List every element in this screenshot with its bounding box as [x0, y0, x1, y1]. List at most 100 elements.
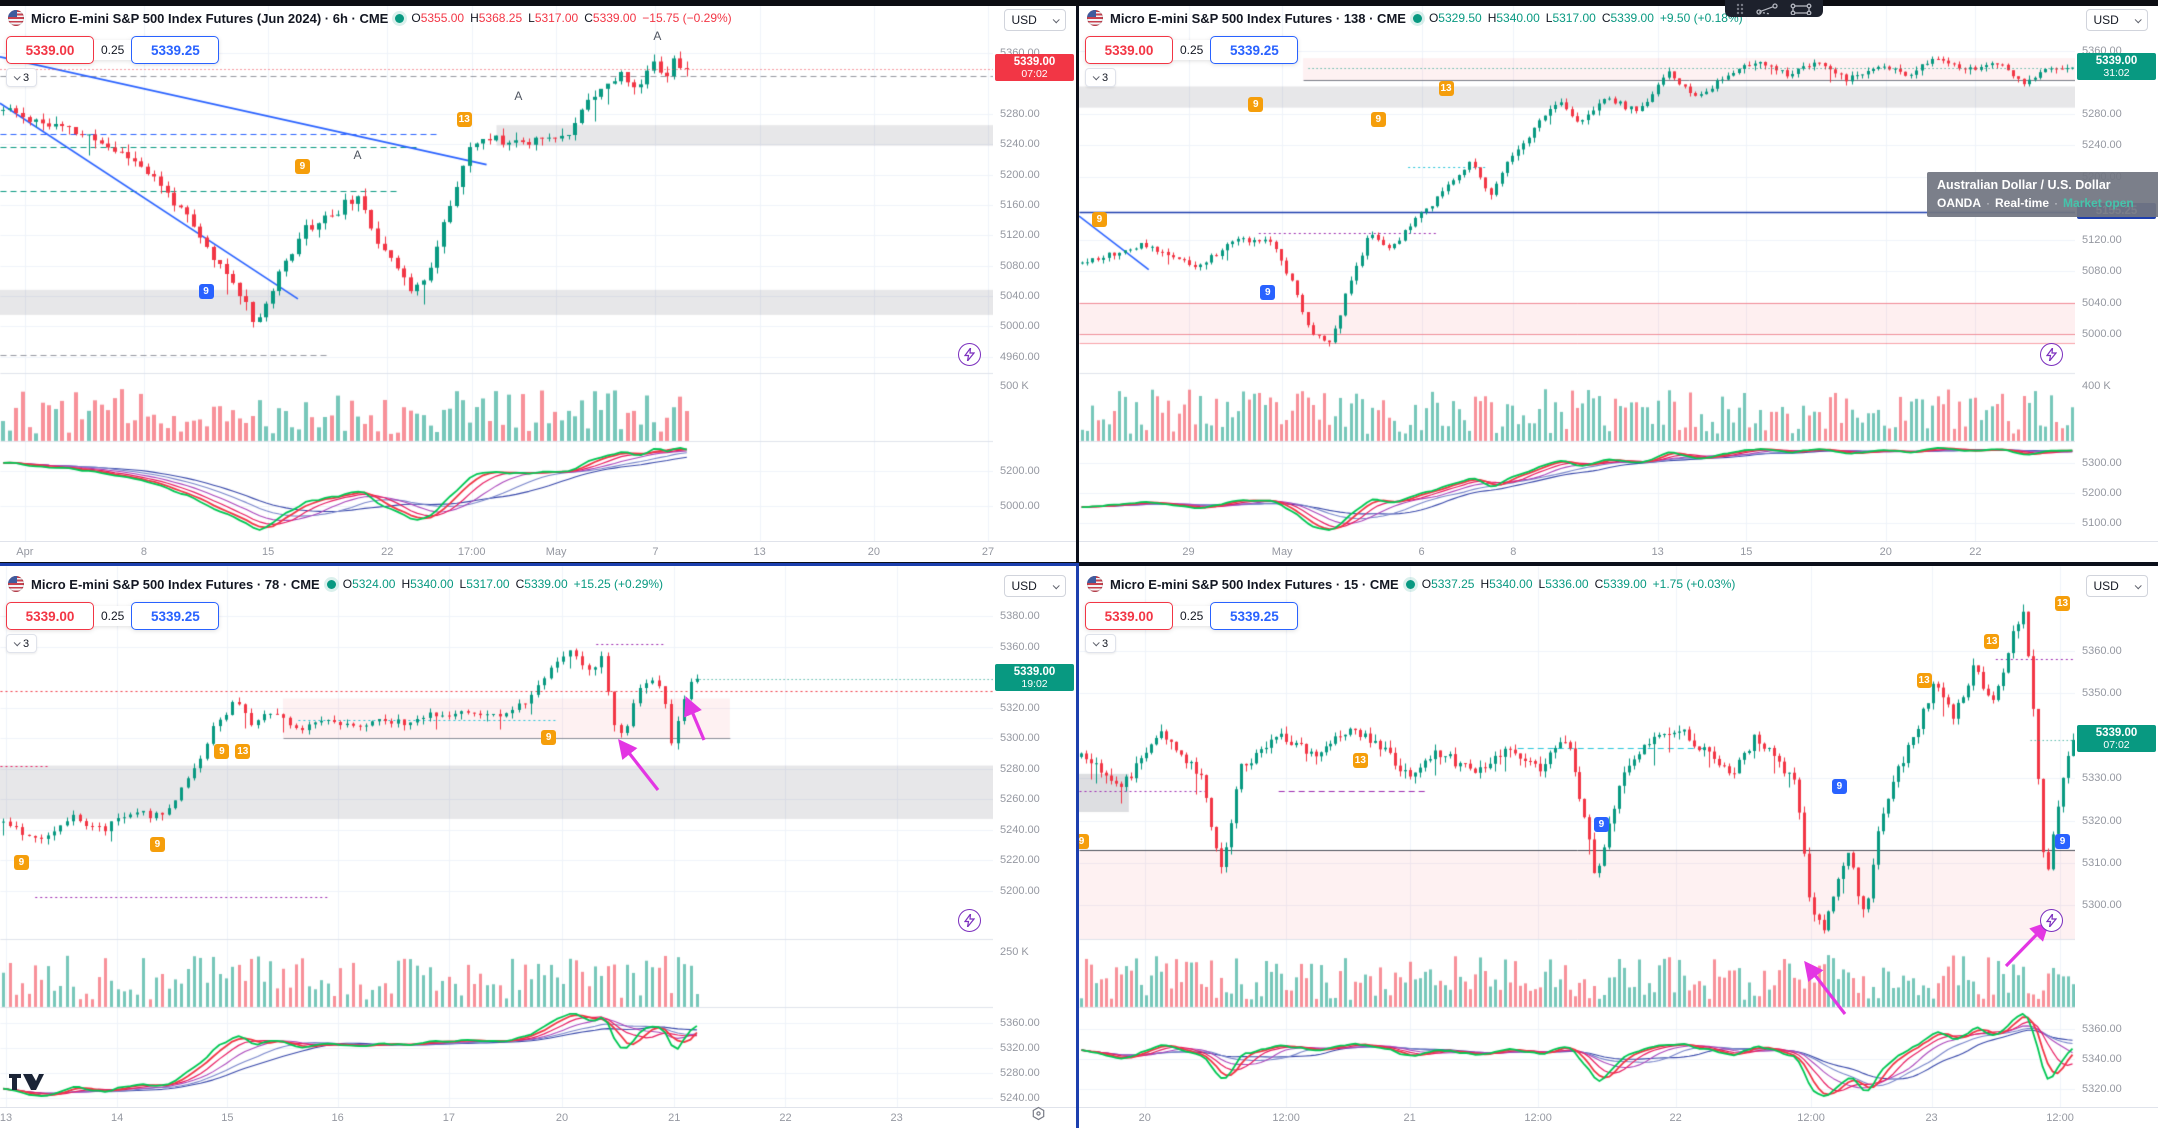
time-axis-label: 20	[1138, 1112, 1151, 1124]
ohlc-values: O5337.25 H5340.00 L5336.00 C5339.00 +1.75 (+…	[1422, 577, 1736, 591]
price-axis-label: 5200.00	[1000, 168, 1040, 181]
sell-button[interactable]: 5339.00	[1085, 36, 1173, 64]
symbol-title[interactable]: Micro E-mini S&P 500 Index Futures · 138…	[1110, 10, 1406, 26]
chevron-down-icon	[1052, 15, 1060, 23]
indicators-collapsed-chip[interactable]: 3	[6, 634, 38, 653]
chart-panel-6h[interactable]: Micro E-mini S&P 500 Index Futures (Jun …	[0, 0, 1076, 562]
sell-button[interactable]: 5339.00	[1085, 602, 1173, 630]
time-axis-label: 12:00	[1524, 1112, 1552, 1124]
candlestick-chart[interactable]	[0, 0, 993, 541]
symbol-title[interactable]: Micro E-mini S&P 500 Index Futures · 15 …	[1110, 576, 1399, 592]
ohlc-values: O5355.00 H5368.25 L5317.00 C5339.00 −15.75 (…	[411, 11, 731, 25]
chevron-down-icon	[13, 639, 21, 647]
indicators-collapsed-chip[interactable]: 3	[6, 68, 38, 87]
time-axis-label: 12:00	[2046, 1112, 2074, 1124]
price-axis-label: 5380.00	[1000, 610, 1040, 623]
indicator-axis-label: 5280.00	[1000, 1067, 1040, 1079]
volume-axis-label: 400 K	[2082, 380, 2111, 393]
chart-panel-15m[interactable]: Micro E-mini S&P 500 Index Futures · 15 …	[1079, 566, 2158, 1128]
time-axis[interactable]: 29 May 6 8 13 15 20 22	[1079, 541, 2158, 562]
currency-dropdown[interactable]: USD	[2085, 575, 2148, 597]
time-axis-label: 8	[140, 546, 148, 558]
buy-button[interactable]: 5339.25	[1210, 36, 1299, 64]
time-axis[interactable]: Apr 8 15 22 17:00 May 7 13 20 27	[0, 541, 1076, 562]
price-axis-label: 5240.00	[2082, 139, 2122, 152]
price-axis[interactable]: USD 5360.00 5350.00 5330.00 5320.00 5310.00 5…	[2075, 566, 2158, 1107]
price-axis-label: 5000.00	[1000, 320, 1040, 333]
market-status-dot	[1405, 579, 1415, 589]
symbol-title[interactable]: Micro E-mini S&P 500 Index Futures · 78 …	[31, 576, 320, 592]
indicator-axis-label: 5200.00	[1000, 465, 1040, 477]
buy-button[interactable]: 5339.25	[1210, 602, 1299, 630]
sell-button[interactable]: 5339.00	[6, 602, 94, 630]
candlestick-chart[interactable]	[0, 566, 993, 1107]
time-axis[interactable]: 20 12:00 21 12:00 22 12:00 23 12:00	[1079, 1107, 2158, 1128]
time-axis-label: 22	[1969, 546, 1982, 558]
price-axis-label: 5000.00	[2082, 327, 2122, 340]
last-price-label: 5339.00 07:02	[995, 54, 1074, 82]
quick-order-bolt-icon[interactable]	[2040, 343, 2063, 366]
change-value: +9.50 (+0.18%)	[1659, 11, 1743, 25]
candlestick-chart[interactable]	[1079, 566, 2075, 1107]
chart-panel-78m[interactable]: Micro E-mini S&P 500 Index Futures · 78 …	[0, 563, 1079, 1128]
chevron-down-icon	[1092, 73, 1100, 81]
time-axis-label: 20	[867, 546, 880, 558]
ohlc-item: L5317.00	[528, 11, 579, 25]
symbol-title[interactable]: Micro E-mini S&P 500 Index Futures (Jun …	[31, 10, 389, 26]
order-panel: 5339.00 0.25 5339.25	[1085, 602, 1299, 630]
time-axis-label: May	[1271, 546, 1293, 558]
gear-icon[interactable]	[1031, 1106, 1046, 1126]
indicators-collapsed-chip[interactable]: 3	[1085, 634, 1117, 653]
time-axis-label: 21	[668, 1112, 681, 1124]
time-axis-label: Apr	[16, 546, 34, 558]
currency-dropdown[interactable]: USD	[2085, 9, 2148, 31]
drawing-toolbar[interactable]	[1725, 0, 1823, 17]
time-axis-label: 14	[111, 1112, 124, 1124]
time-axis-label: May	[545, 546, 567, 558]
currency-dropdown[interactable]: USD	[1003, 9, 1066, 31]
chevron-down-icon	[1092, 639, 1100, 647]
symbol-tooltip: Australian Dollar / U.S. Dollar OANDA · Re…	[1927, 172, 2158, 217]
indicator-axis-label: 5100.00	[2082, 517, 2122, 529]
candlestick-chart[interactable]	[1079, 0, 2075, 541]
indicators-collapsed-chip[interactable]: 3	[1085, 68, 1117, 87]
quick-order-bolt-icon[interactable]	[958, 343, 981, 366]
tradingview-logo[interactable]	[8, 1070, 44, 1096]
last-price-label: 5339.00 19:02	[995, 663, 1074, 691]
price-axis[interactable]: USD 5380.00 5360.00 5320.00 5300.00 5280.00 5…	[993, 566, 1076, 1107]
change-value: −15.75 (−0.29%)	[642, 11, 732, 25]
volume-axis-label: 500 K	[1000, 380, 1029, 393]
time-axis-label: 13	[753, 546, 766, 558]
time-axis-label: 8	[1510, 546, 1517, 558]
price-axis-label: 5160.00	[1000, 198, 1040, 211]
indicator-axis-label: 5200.00	[2082, 487, 2122, 499]
price-axis-label: 5220.00	[1000, 854, 1040, 867]
price-axis-label: 5310.00	[2082, 856, 2122, 869]
sell-button[interactable]: 5339.00	[6, 36, 94, 64]
drag-handle-icon[interactable]	[1736, 3, 1744, 15]
chart-panel-138m[interactable]: Micro E-mini S&P 500 Index Futures · 138…	[1079, 0, 2158, 562]
currency-dropdown[interactable]: USD	[1003, 575, 1066, 597]
buy-button[interactable]: 5339.25	[131, 602, 220, 630]
chevron-down-icon	[1052, 581, 1060, 589]
ohlc-item: L5317.00	[1545, 11, 1596, 25]
chevron-down-icon	[2134, 15, 2142, 23]
ohlc-item: O5324.00	[342, 577, 396, 591]
quick-order-bolt-icon[interactable]	[2040, 909, 2063, 932]
ohlc-item: C5339.00	[584, 11, 637, 25]
time-axis-label: 16	[331, 1112, 344, 1124]
buy-button[interactable]: 5339.25	[131, 36, 220, 64]
indicator-axis-label: 5340.00	[2082, 1053, 2122, 1065]
trend-line-icon[interactable]	[1756, 2, 1778, 15]
rectangle-icon[interactable]	[1790, 3, 1812, 15]
volume-axis-label: 250 K	[1000, 946, 1029, 959]
price-axis[interactable]: USD 5360.005280.005240.005200.005160.005…	[993, 0, 1076, 541]
time-axis-label: 23	[890, 1112, 903, 1124]
time-axis[interactable]: 13 14 15 16 17 20 21 22 23	[0, 1107, 1076, 1128]
quick-order-bolt-icon[interactable]	[958, 909, 981, 932]
price-axis[interactable]: USD 5155.25 5360.005280.005240.005200.00…	[2075, 0, 2158, 541]
order-panel: 5339.00 0.25 5339.25	[6, 36, 220, 64]
time-axis-label: 22	[381, 546, 394, 558]
price-axis-label: 5330.00	[2082, 772, 2122, 785]
